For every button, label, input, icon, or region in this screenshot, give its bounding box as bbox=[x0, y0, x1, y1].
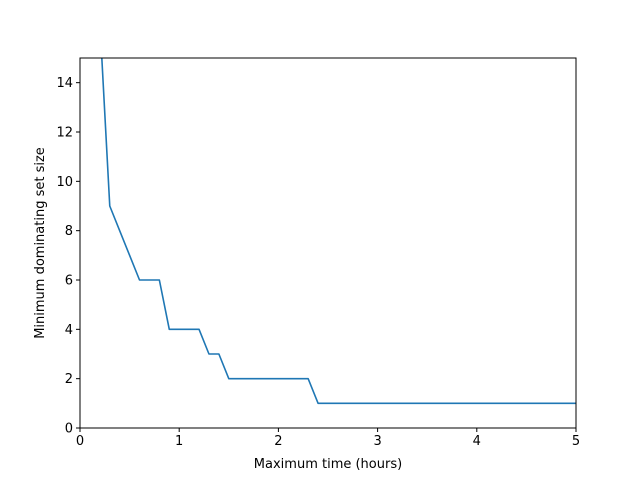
x-tick-label: 1 bbox=[175, 434, 183, 449]
y-tick-label: 4 bbox=[65, 323, 73, 338]
y-axis-ticks: 0 2 4 6 8 10 12 14 bbox=[56, 76, 80, 437]
x-tick-label: 2 bbox=[274, 434, 282, 449]
y-tick-label: 8 bbox=[65, 224, 73, 239]
y-tick-label: 10 bbox=[56, 175, 73, 190]
x-tick-label: 3 bbox=[373, 434, 381, 449]
x-tick-label: 4 bbox=[473, 434, 481, 449]
series-line-0 bbox=[101, 58, 576, 405]
plot-area bbox=[80, 58, 576, 428]
series-layer bbox=[101, 58, 576, 405]
y-tick-label: 12 bbox=[56, 126, 73, 141]
y-tick-label: 6 bbox=[65, 274, 73, 289]
y-tick-label: 0 bbox=[65, 422, 73, 437]
x-axis-ticks: 0 1 2 3 4 5 bbox=[76, 428, 580, 449]
y-axis-label: Minimum dominating set size bbox=[33, 147, 48, 339]
axes-frame bbox=[79, 57, 577, 429]
y-tick-label: 14 bbox=[56, 76, 73, 91]
x-axis-label: Maximum time (hours) bbox=[254, 457, 402, 472]
x-tick-label: 0 bbox=[76, 434, 84, 449]
y-tick-label: 2 bbox=[65, 372, 73, 387]
x-tick-label: 5 bbox=[572, 434, 580, 449]
